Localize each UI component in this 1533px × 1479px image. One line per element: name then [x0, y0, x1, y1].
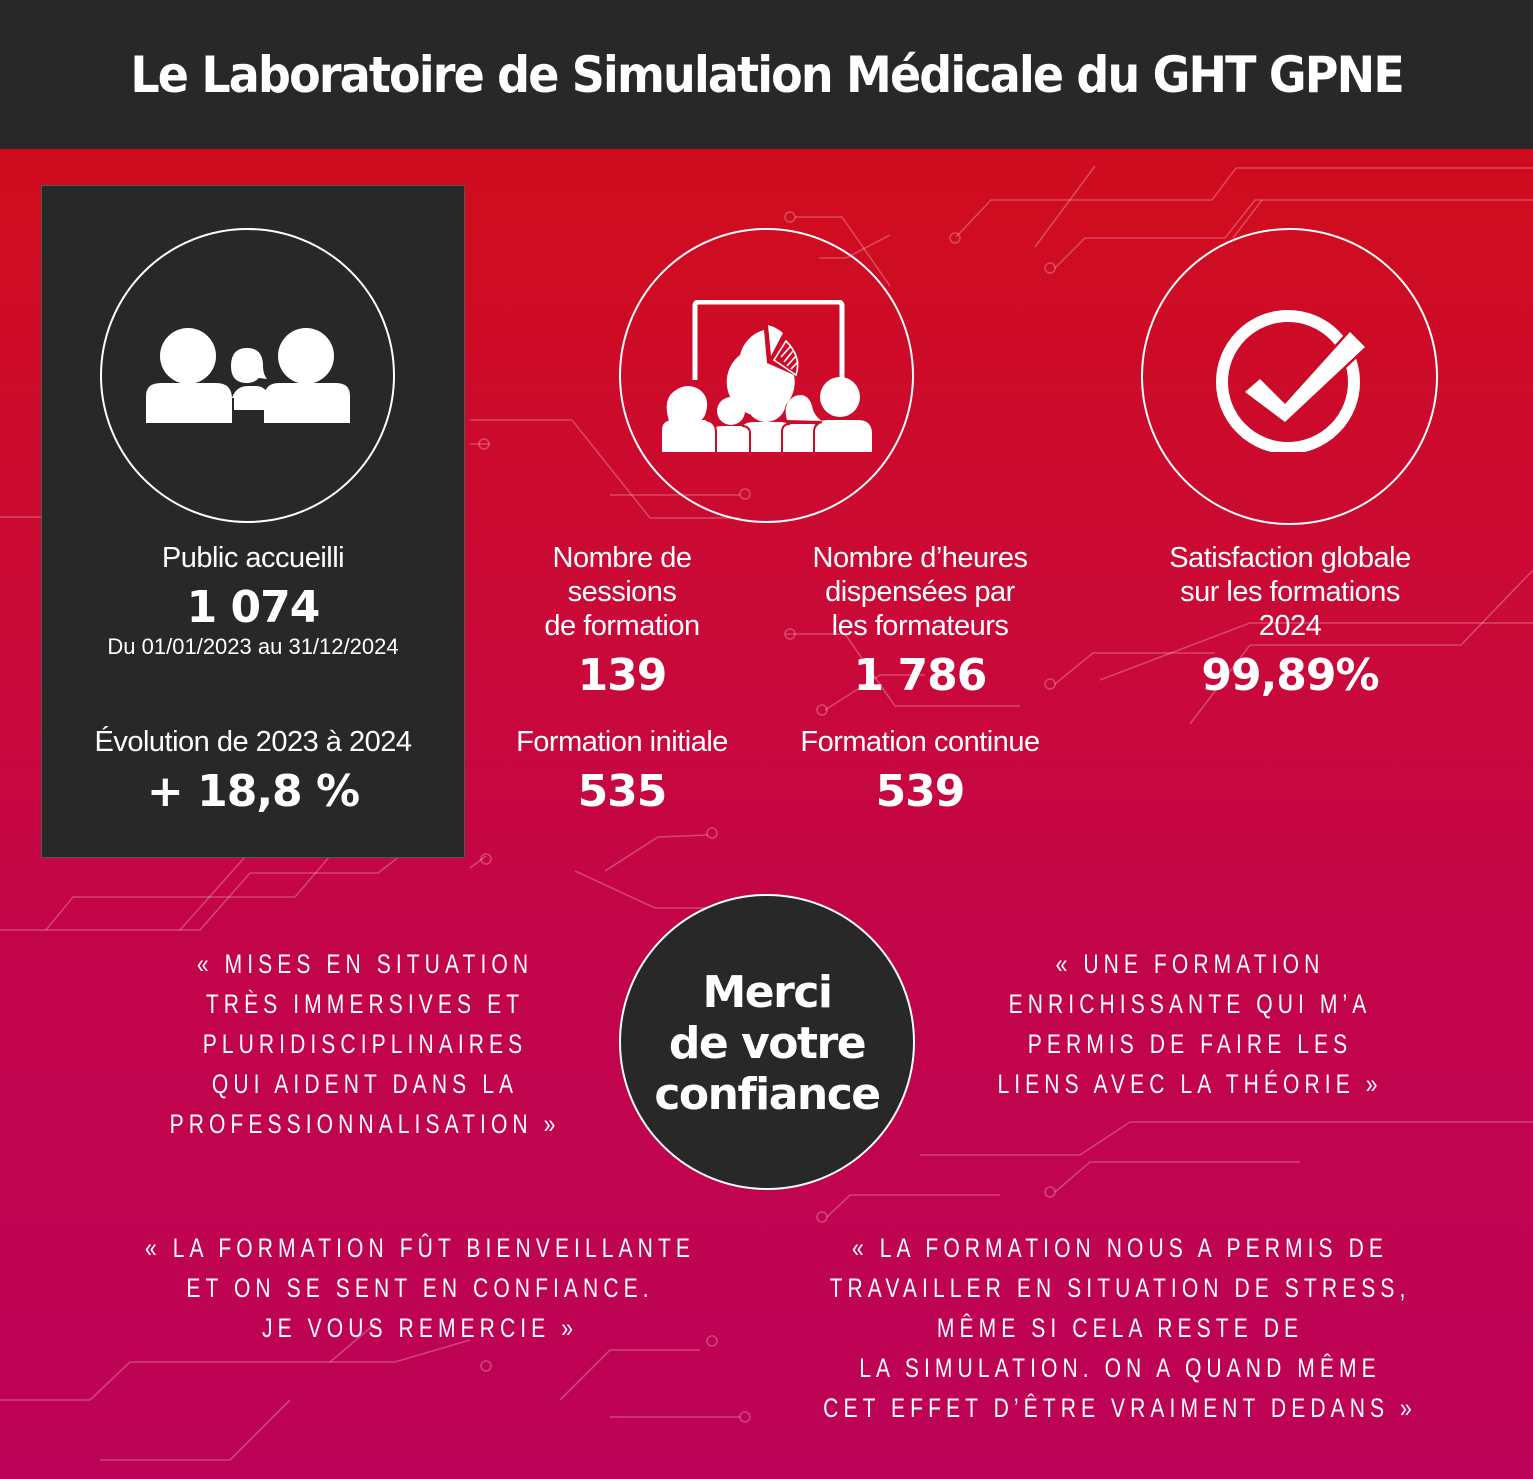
sessions-icon-ring — [619, 228, 914, 523]
evolution-label: Évolution de 2023 à 2024 — [94, 726, 412, 758]
testimonial-quote-4: « LA FORMATION NOUS A PERMIS DE TRAVAILL… — [823, 1233, 1417, 1423]
sessions-value: 139 — [577, 650, 668, 701]
satisfaction-label: Satisfaction globale sur les formations … — [1169, 542, 1411, 642]
merci-badge: Merci de votre confiance — [619, 894, 915, 1190]
public-icon-ring — [100, 228, 395, 523]
testimonial-quote-3: « LA FORMATION FÛT BIENVEILLANTE ET ON S… — [145, 1233, 695, 1343]
formation-initiale-value: 535 — [577, 766, 668, 817]
evolution-value: + 18,8 % — [146, 766, 360, 817]
satisfaction-value: 99,89% — [1201, 650, 1379, 701]
hours-value: 1 786 — [853, 650, 988, 701]
testimonial-quote-2: « UNE FORMATION ENRICHISSANTE QUI M’A PE… — [997, 949, 1383, 1099]
public-label: Public accueilli — [161, 542, 345, 574]
formation-continue-value: 539 — [875, 766, 966, 817]
page-title: Le Laboratoire de Simulation Médicale du… — [130, 45, 1404, 104]
check-circle-icon — [1215, 309, 1365, 452]
header-banner: Le Laboratoire de Simulation Médicale du… — [0, 0, 1533, 149]
public-period: Du 01/01/2023 au 31/12/2024 — [107, 634, 399, 659]
formation-initiale-label: Formation initiale — [516, 726, 728, 758]
testimonial-quote-1: « MISES EN SITUATION TRÈS IMMERSIVES ET … — [169, 949, 561, 1139]
presentation-audience-icon — [661, 299, 872, 452]
hours-label: Nombre d’heures dispensées par les forma… — [812, 542, 1028, 642]
group-people-icon — [145, 327, 350, 423]
public-value: 1 074 — [186, 582, 321, 633]
sessions-label: Nombre de sessions de formation — [544, 542, 700, 642]
formation-continue-label: Formation continue — [800, 726, 1040, 758]
satisfaction-icon-ring — [1141, 228, 1438, 525]
